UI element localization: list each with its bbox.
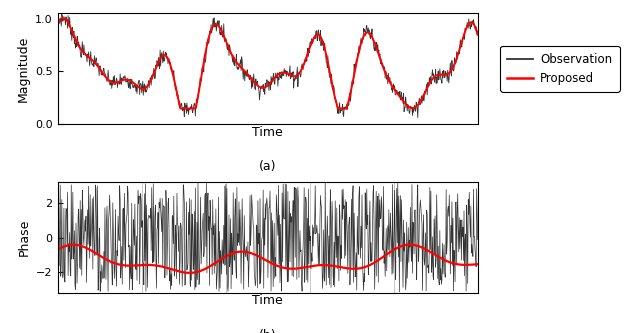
- Observation: [417, 102, 424, 106]
- Y-axis label: Phase: Phase: [18, 219, 31, 256]
- Line: Proposed: Proposed: [58, 19, 477, 109]
- Proposed: [417, 99, 424, 103]
- Text: (a): (a): [259, 160, 276, 173]
- Proposed: [177, 107, 184, 111]
- Text: (b): (b): [259, 329, 276, 333]
- X-axis label: Time: Time: [252, 126, 283, 139]
- Observation: [80, 43, 88, 47]
- Y-axis label: Magnitude: Magnitude: [17, 36, 29, 102]
- Observation: [474, 29, 481, 33]
- Proposed: [299, 65, 307, 69]
- Proposed: [310, 36, 317, 40]
- X-axis label: Time: Time: [252, 294, 283, 307]
- Proposed: [54, 23, 61, 27]
- Observation: [373, 41, 381, 45]
- Proposed: [80, 51, 88, 55]
- Observation: [322, 55, 330, 59]
- Legend: Observation, Proposed: Observation, Proposed: [500, 46, 620, 92]
- Observation: [309, 40, 317, 44]
- Observation: [58, 12, 66, 16]
- Proposed: [474, 33, 481, 37]
- Proposed: [323, 53, 330, 57]
- Proposed: [373, 48, 381, 52]
- Proposed: [57, 17, 65, 21]
- Observation: [298, 62, 306, 66]
- Observation: [54, 16, 61, 20]
- Line: Observation: Observation: [58, 14, 477, 118]
- Observation: [414, 116, 422, 120]
